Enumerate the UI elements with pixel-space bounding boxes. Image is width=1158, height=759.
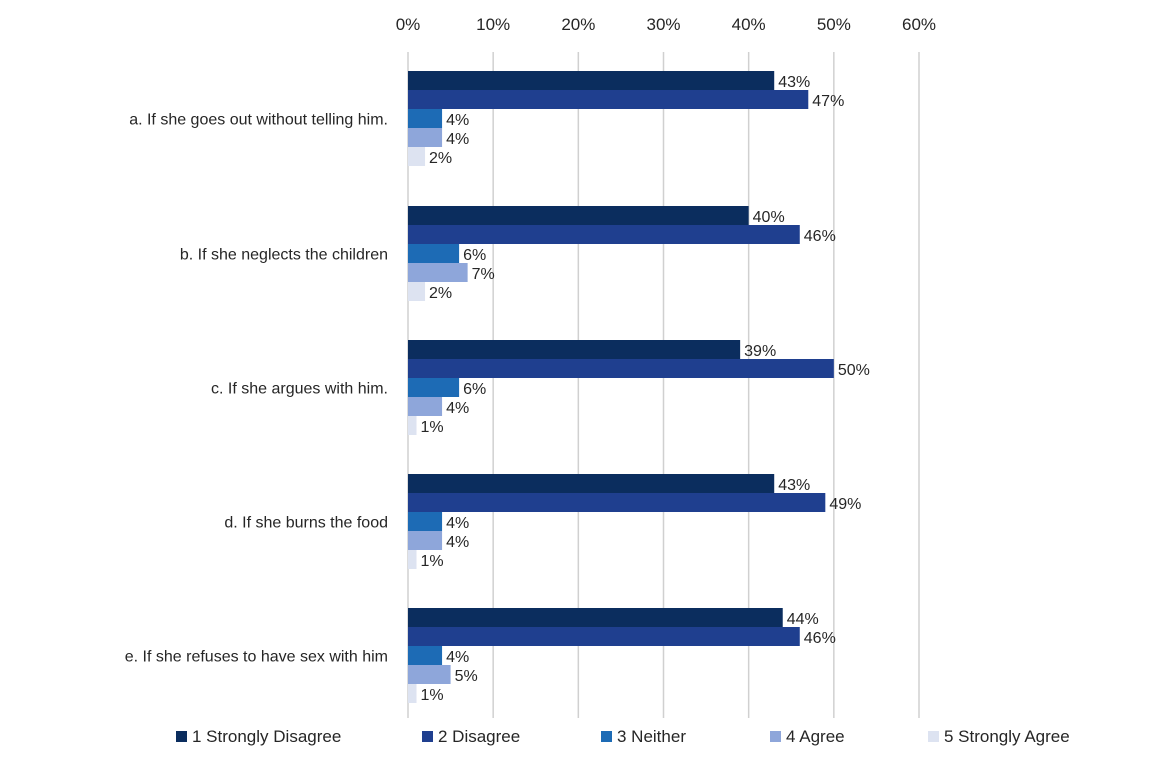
data-label: 1% — [421, 419, 444, 436]
bar-4-e — [408, 665, 451, 684]
x-tick-label: 50% — [817, 15, 851, 34]
data-label: 47% — [812, 93, 844, 110]
bar-4-c — [408, 397, 443, 416]
legend-swatch — [770, 731, 781, 742]
bar-1-c — [408, 340, 741, 359]
bar-1-e — [408, 608, 783, 627]
legend-swatch — [928, 731, 939, 742]
data-label: 50% — [838, 362, 870, 379]
data-label: 39% — [744, 343, 776, 360]
category-label: a. If she goes out without telling him. — [129, 112, 388, 129]
legend-entry: 5 Strongly Agree — [944, 727, 1070, 746]
category-label: c. If she argues with him. — [211, 381, 388, 398]
data-label: 4% — [446, 515, 469, 532]
bar-3-e — [408, 646, 443, 665]
data-label: 40% — [753, 209, 785, 226]
x-tick-label: 30% — [646, 15, 680, 34]
category-label: b. If she neglects the children — [180, 247, 388, 264]
data-label: 4% — [446, 400, 469, 417]
x-tick-label: 0% — [396, 15, 421, 34]
bar-2-b — [408, 225, 800, 244]
bar-1-d — [408, 474, 775, 493]
legend-swatch — [176, 731, 187, 742]
x-tick-label: 10% — [476, 15, 510, 34]
legend-entry: 3 Neither — [617, 727, 686, 746]
bar-3-c — [408, 378, 460, 397]
bar-4-d — [408, 531, 443, 550]
data-label: 4% — [446, 534, 469, 551]
data-label: 7% — [472, 266, 495, 283]
legend-entry: 4 Agree — [786, 727, 845, 746]
data-label: 46% — [804, 228, 836, 245]
bar-3-a — [408, 109, 443, 128]
legend-entry: 1 Strongly Disagree — [192, 727, 341, 746]
category-label: e. If she refuses to have sex with him — [125, 649, 388, 666]
bar-1-a — [408, 71, 775, 90]
x-tick-label: 40% — [732, 15, 766, 34]
category-label: d. If she burns the food — [224, 515, 388, 532]
bar-3-d — [408, 512, 443, 531]
data-label: 1% — [421, 687, 444, 704]
x-tick-label: 60% — [902, 15, 936, 34]
data-label: 4% — [446, 131, 469, 148]
data-label: 4% — [446, 649, 469, 666]
legend-entry: 2 Disagree — [438, 727, 520, 746]
data-label: 44% — [787, 611, 819, 628]
data-label: 4% — [446, 112, 469, 129]
bar-2-e — [408, 627, 800, 646]
bar-2-d — [408, 493, 826, 512]
bar-5-e — [408, 684, 417, 703]
legend-swatch — [601, 731, 612, 742]
bar-2-c — [408, 359, 834, 378]
bar-5-d — [408, 550, 417, 569]
data-label: 2% — [429, 285, 452, 302]
data-label: 2% — [429, 150, 452, 167]
data-label: 1% — [421, 553, 444, 570]
data-label: 5% — [455, 668, 478, 685]
bar-5-c — [408, 416, 417, 435]
data-label: 43% — [778, 477, 810, 494]
bar-1-b — [408, 206, 749, 225]
data-label: 6% — [463, 381, 486, 398]
bar-3-b — [408, 244, 460, 263]
data-label: 6% — [463, 247, 486, 264]
data-label: 46% — [804, 630, 836, 647]
bar-5-b — [408, 282, 426, 301]
data-label: 43% — [778, 74, 810, 91]
bar-5-a — [408, 147, 426, 166]
bar-2-a — [408, 90, 809, 109]
x-tick-label: 20% — [561, 15, 595, 34]
data-label: 49% — [829, 496, 861, 513]
legend-swatch — [422, 731, 433, 742]
bar-4-b — [408, 263, 468, 282]
bar-4-a — [408, 128, 443, 147]
